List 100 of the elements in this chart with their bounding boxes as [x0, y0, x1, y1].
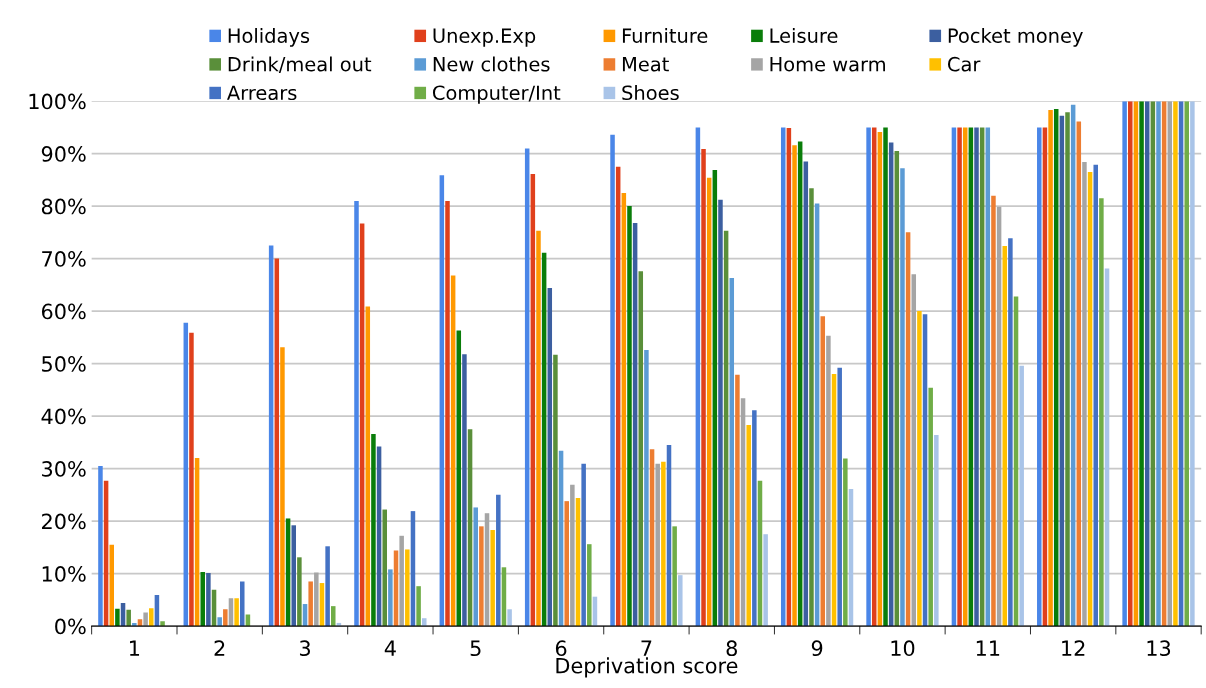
bar	[1048, 110, 1053, 627]
legend-label: Car	[948, 56, 981, 72]
legend-label: New clothes	[433, 56, 550, 72]
bar	[126, 609, 131, 627]
bar	[837, 367, 842, 627]
bar	[291, 525, 296, 627]
bar	[160, 621, 165, 627]
bar	[416, 586, 421, 627]
bar	[479, 526, 484, 627]
x-tick-label: 1	[129, 640, 140, 656]
y-tick-label: 20%	[42, 513, 86, 530]
bar	[809, 188, 814, 627]
bar	[661, 461, 666, 627]
bar	[587, 544, 592, 627]
bar	[866, 127, 871, 627]
legend-label: Shoes	[622, 85, 679, 101]
y-tick-label: 0%	[55, 618, 86, 635]
bar	[1173, 101, 1178, 627]
bar	[1008, 238, 1013, 627]
bar	[240, 581, 245, 627]
x-tick-label: 5	[470, 640, 481, 657]
bar	[1139, 101, 1144, 627]
bar	[746, 425, 751, 627]
bar	[1093, 164, 1098, 627]
bar	[1122, 101, 1127, 627]
bar	[405, 549, 410, 627]
x-tick-label: 8	[726, 640, 737, 657]
y-tick-label: 80%	[41, 198, 86, 215]
bar	[206, 573, 211, 627]
x-tick-label: 11	[976, 640, 1000, 656]
bar	[655, 463, 660, 627]
bar	[1156, 101, 1161, 627]
y-tick-label: 90%	[41, 146, 86, 162]
legend-label: Unexp.Exp	[433, 28, 536, 47]
bar	[234, 598, 239, 627]
legend-label: Meat	[622, 57, 669, 72]
bar	[928, 387, 933, 627]
bar	[570, 484, 575, 627]
bar	[399, 535, 404, 627]
bar	[496, 494, 501, 627]
bar	[189, 332, 194, 627]
bar	[354, 200, 359, 627]
bar	[297, 557, 302, 627]
bar	[974, 127, 979, 627]
y-tick-label: 40%	[41, 408, 86, 425]
bar	[1128, 101, 1133, 627]
y-tick-label: 100%	[29, 93, 86, 110]
bar	[331, 606, 336, 627]
x-tick-label: 13	[1147, 640, 1171, 657]
bar	[1184, 101, 1189, 627]
legend-label: Holidays	[228, 27, 310, 47]
bar	[143, 612, 148, 627]
bar	[820, 316, 826, 627]
x-tick-label: 7	[641, 640, 652, 656]
legend-label: Home warm	[770, 57, 885, 72]
x-tick-label: 6	[555, 640, 567, 657]
bar	[200, 572, 205, 627]
x-tick-label: 12	[1062, 640, 1085, 656]
bar	[957, 127, 962, 627]
bar	[900, 168, 905, 627]
bar	[1019, 365, 1024, 627]
bar	[701, 148, 706, 627]
bar	[564, 501, 569, 627]
bar	[792, 145, 797, 627]
bar	[678, 575, 683, 627]
bar	[934, 435, 939, 627]
y-tick-label: 70%	[42, 251, 86, 267]
bar	[462, 354, 467, 627]
bar	[1037, 127, 1042, 627]
y-tick-label: 60%	[41, 303, 86, 320]
y-tick-label: 10%	[42, 566, 86, 582]
bar	[883, 127, 888, 627]
bar	[115, 608, 120, 627]
bar	[843, 458, 848, 627]
bar	[610, 134, 615, 627]
legend-label: Pocket money	[948, 27, 1083, 47]
legend-label: Arrears	[227, 85, 297, 101]
bar	[536, 230, 541, 627]
bar	[314, 572, 319, 627]
bar	[217, 617, 222, 627]
bar	[644, 349, 649, 627]
bar	[672, 526, 677, 627]
legend-label: Leisure	[770, 27, 838, 44]
bar	[445, 200, 450, 627]
bar	[752, 410, 757, 627]
bar	[223, 609, 228, 627]
y-tick-label: 30%	[42, 461, 86, 477]
bar	[109, 544, 114, 627]
bar	[371, 433, 376, 627]
bar	[280, 347, 285, 627]
bar	[1082, 162, 1087, 627]
bar	[553, 354, 558, 627]
y-tick-label: 50%	[42, 356, 86, 372]
bar	[473, 507, 478, 627]
x-tick-label: 2	[214, 640, 225, 656]
legend-label: Furniture	[622, 27, 708, 44]
bar	[149, 608, 154, 627]
bar	[308, 581, 313, 627]
bar	[1190, 101, 1195, 627]
x-tick-label: 10	[891, 640, 915, 657]
